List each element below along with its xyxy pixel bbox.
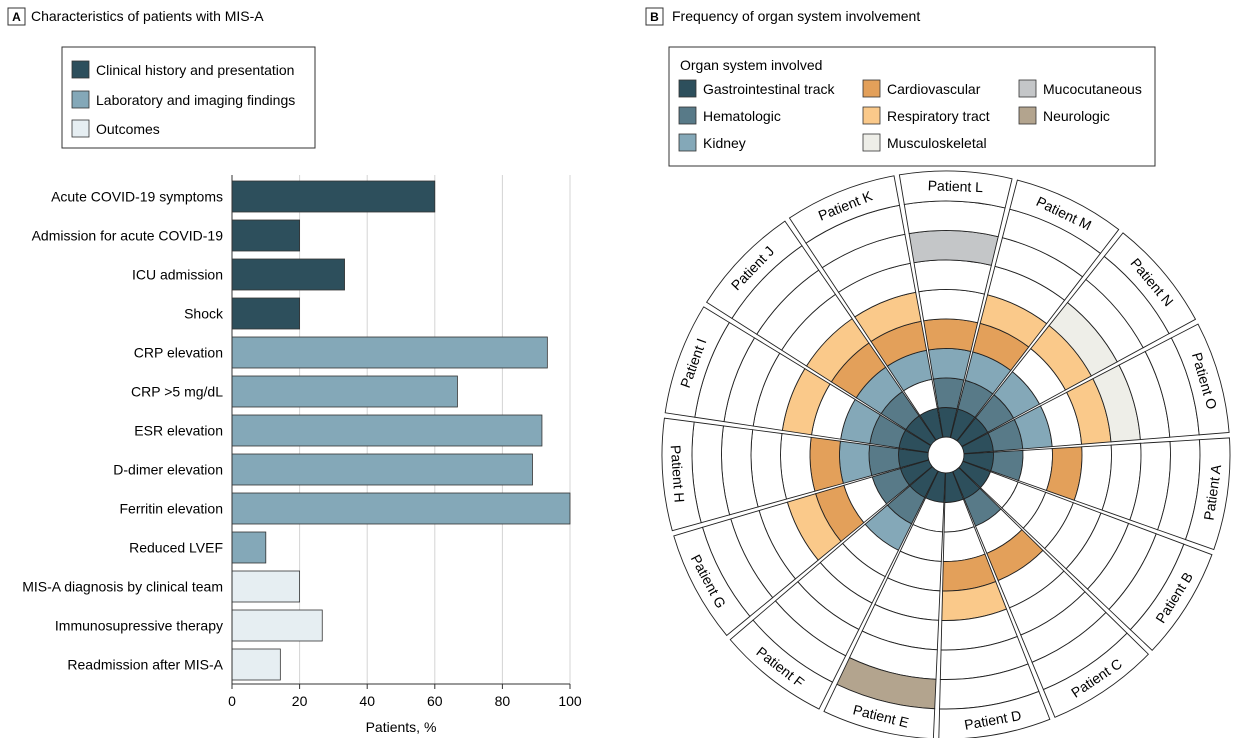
category-label: CRP elevation — [134, 345, 223, 361]
legend-label: Mucocutaneous — [1043, 81, 1142, 97]
category-label: Immunosupressive therapy — [55, 618, 223, 634]
bar — [231, 219, 300, 252]
radial-cell — [780, 433, 816, 500]
legend-label: Kidney — [703, 135, 746, 151]
legend-swatch — [1018, 79, 1037, 98]
category-label: Readmission after MIS-A — [67, 657, 223, 673]
category-label: Acute COVID-19 symptoms — [51, 189, 223, 205]
panel-a-legend: Clinical history and presentation Labora… — [61, 46, 316, 149]
bar — [231, 180, 436, 213]
radial-cell — [908, 230, 999, 266]
patient-label-band — [1103, 232, 1197, 335]
bar — [231, 258, 345, 291]
legend-label: Cardiovascular — [887, 81, 981, 97]
category-label: Shock — [184, 306, 224, 322]
legend-swatch — [1018, 106, 1037, 125]
category-label: CRP >5 mg/dL — [131, 384, 223, 400]
radial-cell — [809, 436, 844, 492]
panel-b-letter: B — [650, 10, 659, 24]
panel-a-legend-box — [61, 46, 316, 149]
patient-label-band — [664, 306, 730, 418]
legend-swatch — [678, 79, 697, 98]
legend-label: Neurologic — [1043, 108, 1110, 124]
patient-label-band — [788, 175, 901, 244]
bar — [231, 609, 323, 642]
patient-label-band — [1170, 323, 1230, 436]
x-tick-label: 80 — [495, 693, 511, 709]
bar — [231, 570, 300, 603]
radial-cell — [923, 318, 979, 352]
category-label: ESR elevation — [134, 423, 223, 439]
panel-a-title: Characteristics of patients with MIS-A — [31, 8, 264, 24]
patient-label: Patient A — [1201, 463, 1225, 521]
category-label: D-dimer elevation — [113, 462, 223, 478]
bar — [231, 336, 548, 369]
x-tick-label: 60 — [427, 693, 443, 709]
panel-b-legend-title: Organ system involved — [680, 57, 822, 73]
x-tick-label: 0 — [228, 693, 236, 709]
panel-a-letter: A — [12, 10, 21, 24]
patient-label-band — [1129, 543, 1213, 651]
radial-cell — [927, 348, 972, 381]
category-label: ICU admission — [132, 267, 223, 283]
radial-cell — [918, 289, 986, 324]
bar — [231, 492, 571, 525]
bar — [231, 297, 300, 330]
bar — [231, 375, 458, 408]
patient-label-band — [938, 690, 1051, 738]
bar — [231, 648, 281, 681]
patient-label: Patient H — [668, 444, 688, 503]
legend-swatch — [678, 106, 697, 125]
category-label: Admission for acute COVID-19 — [32, 228, 224, 244]
legend-swatch-clinical — [71, 60, 90, 79]
legend-label: Hematologic — [703, 108, 781, 124]
legend-label: Gastrointestinal track — [703, 81, 835, 97]
panel-a-header: A Characteristics of patients with MIS-A — [7, 7, 264, 26]
bar — [231, 531, 267, 564]
panel-b-legend-box — [668, 46, 1156, 167]
legend-label-clinical: Clinical history and presentation — [96, 62, 294, 78]
panel-b-legend: Organ system involved Gastrointestinal t… — [668, 46, 1156, 167]
patient-label-band — [1184, 437, 1231, 551]
bar — [231, 453, 533, 486]
legend-swatch-outcomes — [71, 119, 90, 138]
patient-label-band — [823, 683, 936, 738]
x-tick-label: 40 — [359, 693, 375, 709]
patient-label-band — [705, 220, 803, 319]
x-tick-label: 20 — [292, 693, 308, 709]
bar — [231, 414, 543, 447]
category-label: Ferritin elevation — [120, 501, 224, 517]
patient-label-band — [1009, 179, 1120, 254]
legend-label: Respiratory tract — [887, 108, 990, 124]
patient-label-band — [673, 526, 751, 637]
legend-label-outcomes: Outcomes — [96, 121, 160, 137]
legend-swatch — [678, 133, 697, 152]
x-tick-label: 100 — [558, 693, 582, 709]
legend-swatch — [862, 106, 881, 125]
patient-label-band — [898, 170, 1013, 209]
x-axis-label: Patients, % — [366, 719, 437, 735]
legend-label: Musculoskeletal — [887, 135, 987, 151]
patient-label-band — [661, 417, 702, 532]
patient-label-band — [729, 619, 834, 710]
patient-label: Patient L — [927, 177, 983, 195]
panel-b-header: B Frequency of organ system involvement — [645, 7, 920, 26]
legend-label-laboratory: Laboratory and imaging findings — [96, 92, 295, 108]
radial-cell — [750, 429, 788, 508]
legend-swatch — [862, 79, 881, 98]
radial-cell — [839, 440, 873, 484]
category-label: MIS-A diagnosis by clinical team — [22, 579, 223, 595]
category-label: Reduced LVEF — [129, 540, 223, 556]
legend-swatch-laboratory — [71, 90, 90, 109]
radial-cell — [913, 259, 992, 295]
bar-chart: Acute COVID-19 symptoms Admission for acu… — [22, 175, 582, 735]
patient-label-band — [1042, 632, 1150, 718]
legend-swatch — [862, 133, 881, 152]
panel-b-title: Frequency of organ system involvement — [672, 8, 920, 24]
